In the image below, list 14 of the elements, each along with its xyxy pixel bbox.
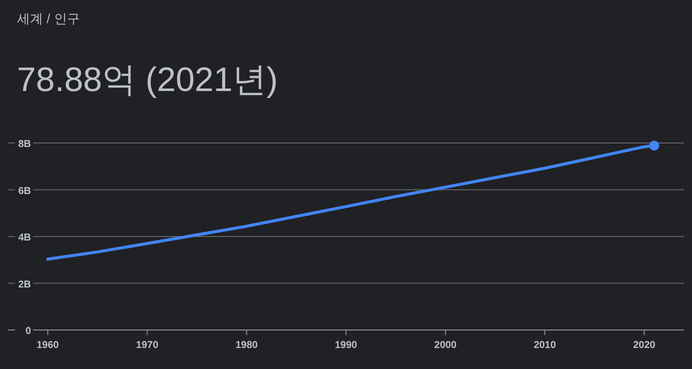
chart-title: 78.88억 (2021년)	[17, 61, 278, 99]
x-tick-label: 2000	[434, 340, 457, 351]
y-tick-label: 4B	[18, 232, 31, 244]
x-tick-label: 2010	[534, 340, 556, 351]
y-tick-label: 0	[25, 326, 32, 337]
x-tick-label: 1990	[334, 340, 358, 351]
chart-subtitle: 세계 / 인구	[17, 11, 80, 26]
x-tick-label: 1980	[235, 340, 258, 351]
x-tick-label: 1960	[36, 340, 60, 351]
y-tick-label: 8B	[18, 139, 31, 150]
x-tick-label: 1970	[136, 340, 159, 351]
y-tick-label: 2B	[18, 279, 31, 290]
x-tick-label: 2020	[633, 340, 656, 351]
y-tick-label: 6B	[18, 186, 31, 197]
